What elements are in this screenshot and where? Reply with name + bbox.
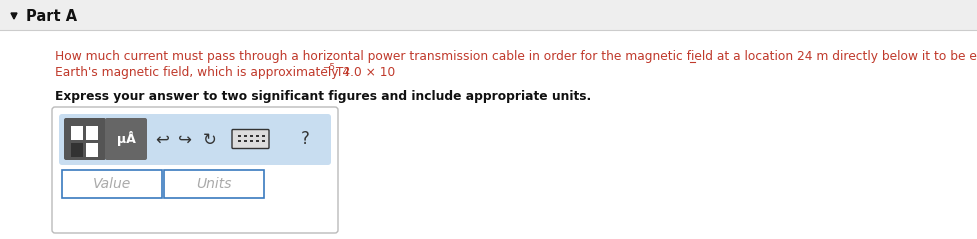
Text: μÅ: μÅ	[116, 131, 136, 147]
Bar	[164, 170, 264, 198]
Bar	[250, 135, 253, 136]
Bar	[244, 135, 247, 136]
Bar	[71, 143, 83, 157]
FancyBboxPatch shape	[105, 118, 147, 160]
Text: Express your answer to two significant figures and include appropriate units.: Express your answer to two significant f…	[55, 90, 591, 103]
Bar	[86, 126, 98, 140]
Bar	[71, 126, 83, 140]
Text: How much current must pass through a horizontal power transmission cable in orde: How much current must pass through a hor…	[55, 50, 977, 63]
Polygon shape	[11, 13, 17, 19]
Bar	[262, 140, 265, 141]
Bar	[238, 140, 241, 141]
Bar	[0, 0, 977, 30]
Text: ↩: ↩	[155, 130, 169, 148]
Text: −5: −5	[321, 63, 335, 72]
Text: Earth's magnetic field, which is approximately 4.0 × 10: Earth's magnetic field, which is approxi…	[55, 66, 396, 79]
Text: ↻: ↻	[203, 130, 217, 148]
Bar	[0, 30, 977, 239]
FancyBboxPatch shape	[59, 114, 331, 165]
FancyBboxPatch shape	[64, 118, 106, 160]
Text: Value: Value	[93, 177, 131, 191]
Text: Part A: Part A	[26, 9, 77, 23]
Bar	[238, 135, 241, 136]
Text: Units: Units	[196, 177, 232, 191]
Bar	[262, 135, 265, 136]
Bar	[86, 143, 98, 157]
Bar	[62, 170, 162, 198]
Bar	[71, 143, 83, 157]
Bar	[250, 140, 253, 141]
Bar	[256, 135, 259, 136]
Bar	[256, 140, 259, 141]
Text: ↪: ↪	[178, 130, 191, 148]
Text: T?: T?	[332, 66, 350, 79]
FancyBboxPatch shape	[52, 107, 338, 233]
Text: ?: ?	[301, 130, 310, 148]
FancyBboxPatch shape	[232, 130, 269, 148]
Bar	[244, 140, 247, 141]
